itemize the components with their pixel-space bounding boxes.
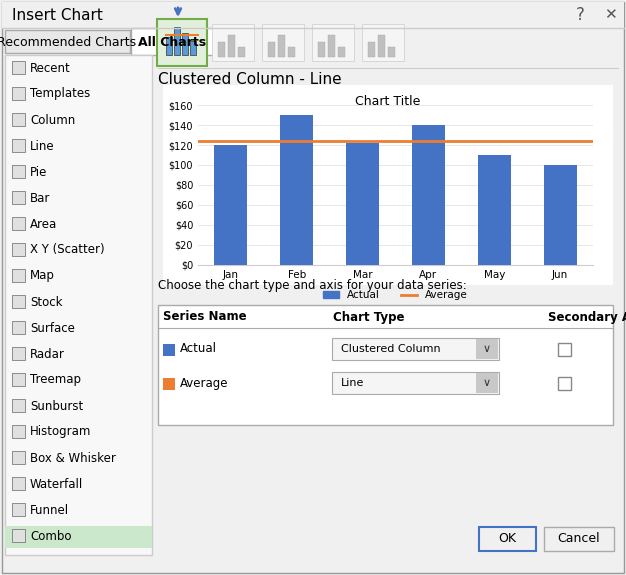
FancyBboxPatch shape — [131, 28, 214, 55]
Text: Combo: Combo — [30, 530, 71, 542]
Bar — [12, 373, 25, 386]
Bar — [12, 191, 25, 204]
Bar — [558, 343, 571, 356]
Bar — [174, 27, 180, 55]
Bar — [12, 87, 25, 100]
Text: Funnel: Funnel — [30, 504, 69, 516]
Bar — [228, 35, 235, 57]
Text: Stock: Stock — [30, 296, 63, 309]
Text: Sunburst: Sunburst — [30, 400, 83, 412]
Text: OK: OK — [498, 532, 516, 546]
Bar — [278, 35, 285, 57]
Text: Secondary Axis: Secondary Axis — [548, 310, 626, 324]
Bar — [190, 41, 196, 55]
Legend: Actual, Average: Actual, Average — [319, 286, 472, 305]
Bar — [378, 35, 385, 57]
Bar — [338, 47, 345, 57]
Bar — [280, 115, 313, 265]
Text: Actual: Actual — [180, 343, 217, 355]
Text: Histogram: Histogram — [30, 426, 91, 439]
Bar — [182, 33, 188, 55]
Bar — [238, 47, 245, 57]
Text: X Y (Scatter): X Y (Scatter) — [30, 243, 105, 256]
Bar — [12, 477, 25, 490]
Text: Surface: Surface — [30, 321, 75, 335]
Bar — [478, 155, 511, 265]
Bar — [12, 321, 25, 334]
Bar — [2, 2, 624, 28]
Text: Treemap: Treemap — [30, 374, 81, 386]
Text: ∨: ∨ — [483, 378, 491, 388]
Bar — [318, 42, 325, 57]
FancyBboxPatch shape — [332, 372, 499, 394]
Text: Choose the chart type and axis for your data series:: Choose the chart type and axis for your … — [158, 279, 467, 292]
Text: Box & Whisker: Box & Whisker — [30, 451, 116, 465]
Bar — [543, 165, 577, 265]
FancyBboxPatch shape — [476, 339, 498, 359]
Bar — [12, 61, 25, 74]
Bar — [12, 165, 25, 178]
Text: Waterfall: Waterfall — [30, 477, 83, 490]
Text: ✕: ✕ — [603, 7, 617, 22]
Bar — [288, 47, 295, 57]
Bar — [368, 42, 375, 57]
Bar — [158, 305, 613, 425]
Bar — [163, 378, 175, 390]
Bar — [12, 295, 25, 308]
Bar — [12, 503, 25, 516]
Bar — [5, 526, 152, 548]
Text: Map: Map — [30, 270, 55, 282]
Text: Column: Column — [30, 113, 75, 126]
Text: Pie: Pie — [30, 166, 48, 178]
Bar — [5, 55, 152, 555]
Text: Radar: Radar — [30, 347, 65, 361]
Text: Bar: Bar — [30, 191, 50, 205]
Bar — [12, 451, 25, 464]
Text: Average: Average — [180, 377, 228, 389]
FancyBboxPatch shape — [157, 19, 207, 66]
FancyBboxPatch shape — [362, 24, 404, 61]
Bar — [388, 47, 395, 57]
Text: Clustered Column - Line: Clustered Column - Line — [158, 72, 342, 87]
Bar — [163, 344, 175, 356]
FancyBboxPatch shape — [479, 527, 536, 551]
FancyBboxPatch shape — [5, 30, 130, 53]
Bar — [558, 377, 571, 390]
Bar — [215, 145, 247, 265]
Bar — [12, 399, 25, 412]
FancyBboxPatch shape — [212, 24, 254, 61]
Text: Recent: Recent — [30, 62, 71, 75]
FancyBboxPatch shape — [262, 24, 304, 61]
Text: Chart Title: Chart Title — [356, 95, 421, 108]
Text: Insert Chart: Insert Chart — [12, 7, 103, 22]
Text: Recommended Charts: Recommended Charts — [0, 36, 136, 48]
FancyBboxPatch shape — [544, 527, 614, 551]
Text: Line: Line — [30, 140, 54, 152]
Bar — [268, 42, 275, 57]
Bar — [12, 269, 25, 282]
Text: All Charts: All Charts — [138, 36, 206, 48]
Bar — [166, 37, 172, 55]
Text: ?: ? — [575, 6, 585, 24]
Bar — [12, 139, 25, 152]
FancyBboxPatch shape — [476, 373, 498, 393]
Bar — [12, 217, 25, 230]
Text: Line: Line — [341, 378, 364, 388]
FancyBboxPatch shape — [312, 24, 354, 61]
Text: Clustered Column: Clustered Column — [341, 344, 441, 354]
Bar — [346, 143, 379, 265]
FancyBboxPatch shape — [332, 338, 499, 360]
Text: Area: Area — [30, 217, 57, 231]
Bar — [12, 425, 25, 438]
Text: Chart Type: Chart Type — [333, 310, 404, 324]
Text: ∨: ∨ — [483, 344, 491, 354]
Bar — [412, 125, 445, 265]
Bar — [12, 113, 25, 126]
Bar — [12, 529, 25, 542]
Bar — [12, 243, 25, 256]
Text: Templates: Templates — [30, 87, 90, 101]
Bar — [218, 42, 225, 57]
Bar — [163, 85, 613, 285]
Bar — [12, 347, 25, 360]
